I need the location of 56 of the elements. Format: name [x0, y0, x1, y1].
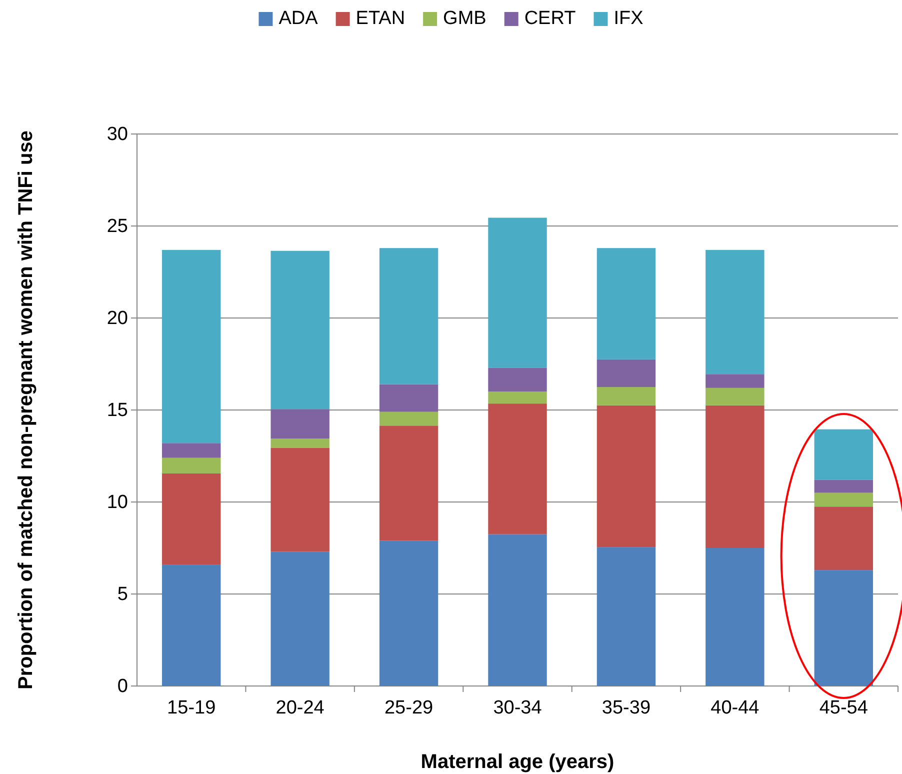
bar	[162, 458, 221, 474]
bar	[814, 570, 873, 686]
legend-label: CERT	[524, 8, 576, 29]
bar	[706, 548, 764, 686]
bar	[270, 250, 330, 410]
x-tick-label: 45-54	[819, 697, 868, 718]
bar	[488, 218, 547, 368]
bar	[488, 392, 547, 404]
y-axis-title: Proportion of matched non-pregnant women with TNFi use	[15, 130, 37, 690]
x-tick-label: 25-29	[384, 697, 434, 718]
y-tick-label: 25	[106, 216, 128, 238]
bar	[596, 405, 656, 548]
bar	[270, 552, 330, 686]
x-tick-label: 15-19	[167, 697, 216, 718]
bar	[596, 248, 656, 360]
bar	[270, 438, 330, 448]
bar	[596, 359, 656, 387]
bar	[270, 448, 330, 552]
bar	[814, 480, 873, 493]
bar	[488, 404, 547, 534]
x-tick-label: 20-24	[276, 697, 325, 718]
bar	[706, 405, 764, 548]
bar	[488, 368, 547, 392]
legend-label: GMB	[443, 8, 486, 29]
x-tick-label: 40-44	[710, 697, 760, 718]
bar	[706, 250, 764, 374]
bar	[379, 384, 438, 412]
legend-label: IFX	[614, 8, 644, 29]
bar	[379, 540, 438, 686]
bar	[379, 426, 438, 541]
y-tick-label: 10	[106, 492, 128, 514]
bar	[162, 443, 221, 458]
x-axis-title: Maternal age (years)	[420, 751, 614, 773]
y-tick-label: 5	[117, 584, 128, 606]
legend-label: ETAN	[356, 8, 406, 29]
bar	[596, 547, 656, 686]
y-tick-label: 20	[106, 308, 128, 330]
legend-label: ADA	[278, 8, 318, 29]
bar	[379, 412, 438, 426]
bar	[814, 429, 873, 480]
bar	[488, 534, 547, 686]
y-tick-label: 15	[106, 400, 128, 422]
y-tick-label: 0	[117, 676, 128, 698]
x-tick-label: 30-34	[493, 697, 542, 718]
bar	[162, 473, 221, 565]
bar	[162, 564, 221, 686]
bar	[379, 248, 438, 384]
bar	[162, 250, 221, 444]
bar	[814, 492, 873, 507]
x-tick-label: 35-39	[602, 697, 651, 718]
bar	[706, 374, 764, 388]
bar	[596, 387, 656, 406]
bar	[706, 388, 764, 406]
y-tick-label: 30	[106, 124, 128, 146]
bar	[270, 409, 330, 439]
bar	[814, 506, 873, 570]
